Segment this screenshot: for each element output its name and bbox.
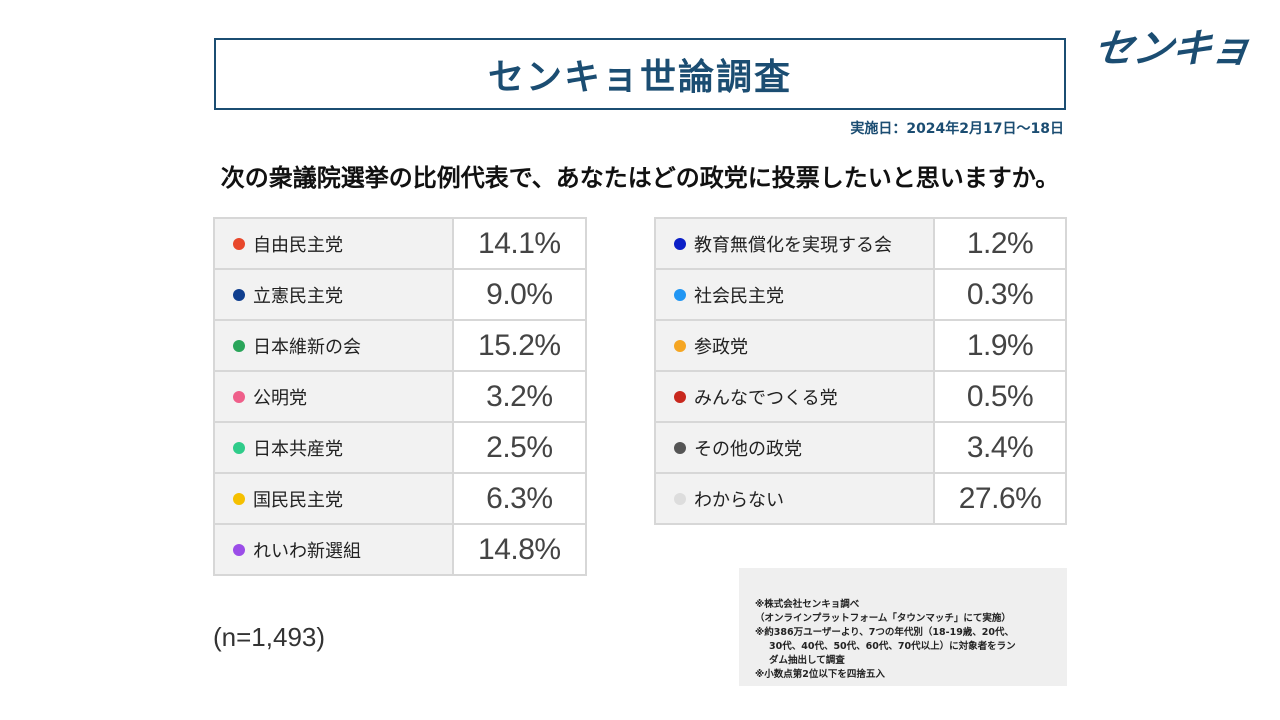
table-row: 参政党 1.9%: [653, 319, 1067, 372]
party-cell: れいわ新選組: [213, 523, 454, 576]
party-color-dot-icon: [674, 390, 686, 403]
party-cell: 教育無償化を実現する会: [653, 217, 936, 270]
party-color-dot-icon: [233, 492, 245, 505]
party-cell: みんなでつくる党: [653, 370, 936, 423]
party-cell: 公明党: [213, 370, 454, 423]
party-name: れいわ新選組: [253, 540, 361, 562]
party-percent: 27.6%: [933, 472, 1067, 525]
party-cell: 社会民主党: [653, 268, 936, 321]
party-color-dot-icon: [674, 492, 686, 505]
note-line: ダム抽出して調査: [769, 655, 845, 666]
party-color-dot-icon: [233, 339, 245, 352]
party-percent: 1.2%: [933, 217, 1067, 270]
title-box: センキョ世論調査: [214, 38, 1066, 110]
party-color-dot-icon: [233, 237, 245, 250]
party-color-dot-icon: [233, 288, 245, 301]
table-row: みんなでつくる党 0.5%: [653, 370, 1067, 423]
note-line: 30代、40代、50代、60代、70代以上）に対象者をラン: [769, 641, 1016, 652]
party-percent: 0.3%: [933, 268, 1067, 321]
party-name: 自由民主党: [253, 234, 343, 256]
table-row: その他の政党 3.4%: [653, 421, 1067, 474]
party-name: 日本共産党: [253, 438, 343, 460]
party-cell: 日本維新の会: [213, 319, 454, 372]
table-row: 自由民主党 14.1%: [213, 217, 588, 270]
table-row: 日本維新の会 15.2%: [213, 319, 588, 372]
note-line: ※小数点第2位以下を四捨五入: [755, 669, 885, 680]
party-cell: その他の政党: [653, 421, 936, 474]
party-percent: 3.2%: [451, 370, 588, 423]
survey-question: 次の衆議院選挙の比例代表で、あなたはどの政党に投票したいと思いますか。: [220, 164, 1060, 192]
table-row: 立憲民主党 9.0%: [213, 268, 588, 321]
party-cell: 日本共産党: [213, 421, 454, 474]
table-row: 公明党 3.2%: [213, 370, 588, 423]
party-percent: 6.3%: [451, 472, 588, 525]
party-cell: わからない: [653, 472, 936, 525]
note-line: ※株式会社センキョ調べ: [755, 599, 860, 610]
party-color-dot-icon: [233, 390, 245, 403]
party-cell: 国民民主党: [213, 472, 454, 525]
note-line: ※約386万ユーザーより、7つの年代別（18-19歳、20代、: [755, 627, 1015, 638]
party-name: 参政党: [694, 336, 748, 358]
sample-size: (n=1,493): [213, 622, 326, 652]
party-color-dot-icon: [674, 339, 686, 352]
party-percent: 1.9%: [933, 319, 1067, 372]
party-name: わからない: [694, 489, 784, 511]
party-name: その他の政党: [694, 438, 802, 460]
notes-box: ※株式会社センキョ調べ （オンラインプラットフォーム「タウンマッチ」にて実施） …: [739, 568, 1067, 686]
party-percent: 15.2%: [451, 319, 588, 372]
party-name: 社会民主党: [694, 285, 784, 307]
party-name: みんなでつくる党: [694, 387, 838, 409]
party-percent: 9.0%: [451, 268, 588, 321]
table-row: 日本共産党 2.5%: [213, 421, 588, 474]
party-cell: 自由民主党: [213, 217, 454, 270]
survey-date: 実施日：2024年2月17日〜18日: [850, 121, 1064, 137]
party-percent: 14.1%: [451, 217, 588, 270]
results-table-right: 教育無償化を実現する会 1.2% 社会民主党 0.3% 参政党 1.9% みんなでつくる党 0…: [653, 217, 1067, 525]
table-row: 国民民主党 6.3%: [213, 472, 588, 525]
table-row: わからない 27.6%: [653, 472, 1067, 525]
results-table-left: 自由民主党 14.1% 立憲民主党 9.0% 日本維新の会 15.2% 公明党 3.2% 日本共…: [213, 217, 588, 576]
note-line: （オンラインプラットフォーム「タウンマッチ」にて実施）: [755, 613, 1011, 624]
party-color-dot-icon: [233, 543, 245, 556]
party-color-dot-icon: [674, 237, 686, 250]
table-row: れいわ新選組 14.8%: [213, 523, 588, 576]
party-percent: 14.8%: [451, 523, 588, 576]
party-color-dot-icon: [233, 441, 245, 454]
logo: センキョ: [1090, 26, 1254, 72]
party-name: 日本維新の会: [253, 336, 361, 358]
party-color-dot-icon: [674, 441, 686, 454]
party-name: 立憲民主党: [253, 285, 343, 307]
party-percent: 0.5%: [933, 370, 1067, 423]
party-name: 教育無償化を実現する会: [694, 234, 892, 256]
party-color-dot-icon: [674, 288, 686, 301]
table-row: 社会民主党 0.3%: [653, 268, 1067, 321]
table-row: 教育無償化を実現する会 1.2%: [653, 217, 1067, 270]
party-cell: 立憲民主党: [213, 268, 454, 321]
page-title: センキョ世論調査: [487, 57, 792, 98]
party-percent: 3.4%: [933, 421, 1067, 474]
party-percent: 2.5%: [451, 421, 588, 474]
party-cell: 参政党: [653, 319, 936, 372]
party-name: 国民民主党: [253, 489, 343, 511]
party-name: 公明党: [253, 387, 307, 409]
